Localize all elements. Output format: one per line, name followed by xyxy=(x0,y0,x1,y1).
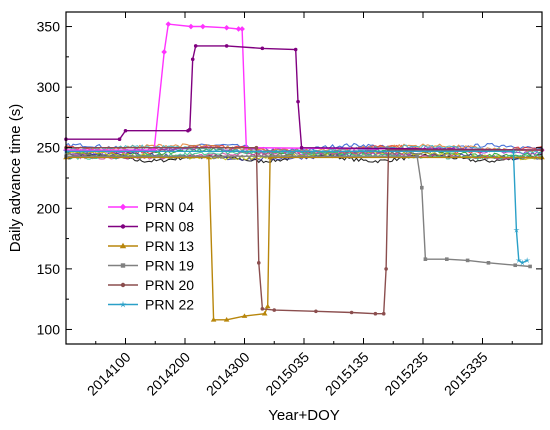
data-point xyxy=(241,313,248,318)
data-point xyxy=(267,154,273,160)
x-tick-label: 2015235 xyxy=(381,349,431,399)
legend-label: PRN 19 xyxy=(145,258,194,274)
legend-label: PRN 20 xyxy=(145,277,194,293)
data-point xyxy=(264,303,271,309)
series-line xyxy=(66,155,531,268)
data-point xyxy=(420,185,424,190)
series-line xyxy=(66,156,542,321)
series-prn-19 xyxy=(64,154,532,269)
legend-label: PRN 08 xyxy=(145,219,194,235)
x-tick-label: 2015135 xyxy=(322,349,372,399)
legend-entry: PRN 04 xyxy=(108,199,194,215)
data-point xyxy=(384,267,388,271)
data-point xyxy=(293,47,298,52)
data-point xyxy=(519,259,526,266)
legend-marker xyxy=(119,242,127,249)
data-point xyxy=(486,261,491,265)
data-point xyxy=(165,21,172,27)
x-tick-label: 2014100 xyxy=(84,349,134,399)
background-band xyxy=(65,142,543,164)
series-prn-04 xyxy=(63,21,545,153)
legend-entry: PRN 13 xyxy=(108,238,194,254)
legend-marker xyxy=(120,282,126,288)
data-point xyxy=(206,154,212,160)
legend-label: PRN 04 xyxy=(145,199,194,215)
y-tick-label: 350 xyxy=(37,19,61,35)
data-point xyxy=(210,316,217,322)
legend: PRN 04 PRN 08 PRN 13 PRN 19 PRN 20 PRN 22 xyxy=(108,199,194,313)
y-tick-label: 300 xyxy=(37,79,61,95)
y-tick-label: 250 xyxy=(37,140,61,156)
legend-entry: PRN 22 xyxy=(108,297,194,313)
data-point xyxy=(465,258,470,263)
data-point xyxy=(349,310,354,315)
data-point xyxy=(190,57,195,62)
x-tick-label: 2014300 xyxy=(203,349,253,399)
data-point xyxy=(224,44,229,48)
data-point xyxy=(261,310,268,316)
data-point xyxy=(296,99,300,104)
y-tick-label: 200 xyxy=(37,200,61,216)
data-point xyxy=(272,308,277,312)
data-point xyxy=(200,23,206,30)
data-point xyxy=(256,261,261,265)
data-point xyxy=(260,307,265,311)
y-axis-label: Daily advance time (s) xyxy=(7,104,24,252)
legend-entry: PRN 20 xyxy=(108,277,194,293)
data-point xyxy=(260,46,265,51)
legend-marker xyxy=(119,300,127,308)
data-point xyxy=(415,154,419,158)
legend-marker xyxy=(120,224,126,229)
data-point xyxy=(117,137,122,142)
data-point xyxy=(528,264,532,269)
x-axis-label: Year+DOY xyxy=(268,407,340,424)
data-point xyxy=(515,257,522,264)
legend-entry: PRN 19 xyxy=(108,258,194,274)
x-tick-label: 2015335 xyxy=(441,349,491,399)
data-point xyxy=(193,44,198,48)
legend-label: PRN 22 xyxy=(145,297,194,313)
plot-frame xyxy=(65,11,543,345)
data-point xyxy=(445,257,449,261)
series-line xyxy=(66,45,543,151)
data-point xyxy=(223,316,230,322)
series-line xyxy=(66,147,542,315)
data-point xyxy=(314,309,318,314)
legend-label: PRN 13 xyxy=(145,238,194,254)
data-point xyxy=(381,311,386,316)
x-tick-label: 2015035 xyxy=(262,349,312,399)
series-prn-20 xyxy=(64,145,544,316)
data-point xyxy=(513,263,518,268)
data-point xyxy=(510,148,517,154)
legend-marker xyxy=(120,263,126,268)
data-point xyxy=(188,23,194,30)
y-tick-label: 100 xyxy=(37,321,61,337)
data-point xyxy=(373,311,378,316)
data-point xyxy=(513,226,520,233)
data-point xyxy=(161,49,167,55)
data-point xyxy=(254,145,259,150)
series-prn-13 xyxy=(63,154,545,322)
data-point xyxy=(235,26,242,32)
data-point xyxy=(223,24,230,31)
series-prn-08 xyxy=(64,44,544,152)
data-point xyxy=(524,257,531,264)
data-point xyxy=(187,127,192,132)
y-axis: 100 150 200 250 300 350 xyxy=(37,19,542,337)
legend-marker xyxy=(119,203,127,211)
data-point xyxy=(423,257,428,261)
data-point xyxy=(239,26,245,32)
data-point xyxy=(123,128,128,133)
x-tick-label: 2014200 xyxy=(143,349,193,399)
series-layer xyxy=(62,21,545,322)
data-point xyxy=(299,145,304,150)
legend-entry: PRN 08 xyxy=(108,219,194,235)
y-tick-label: 150 xyxy=(37,261,61,277)
